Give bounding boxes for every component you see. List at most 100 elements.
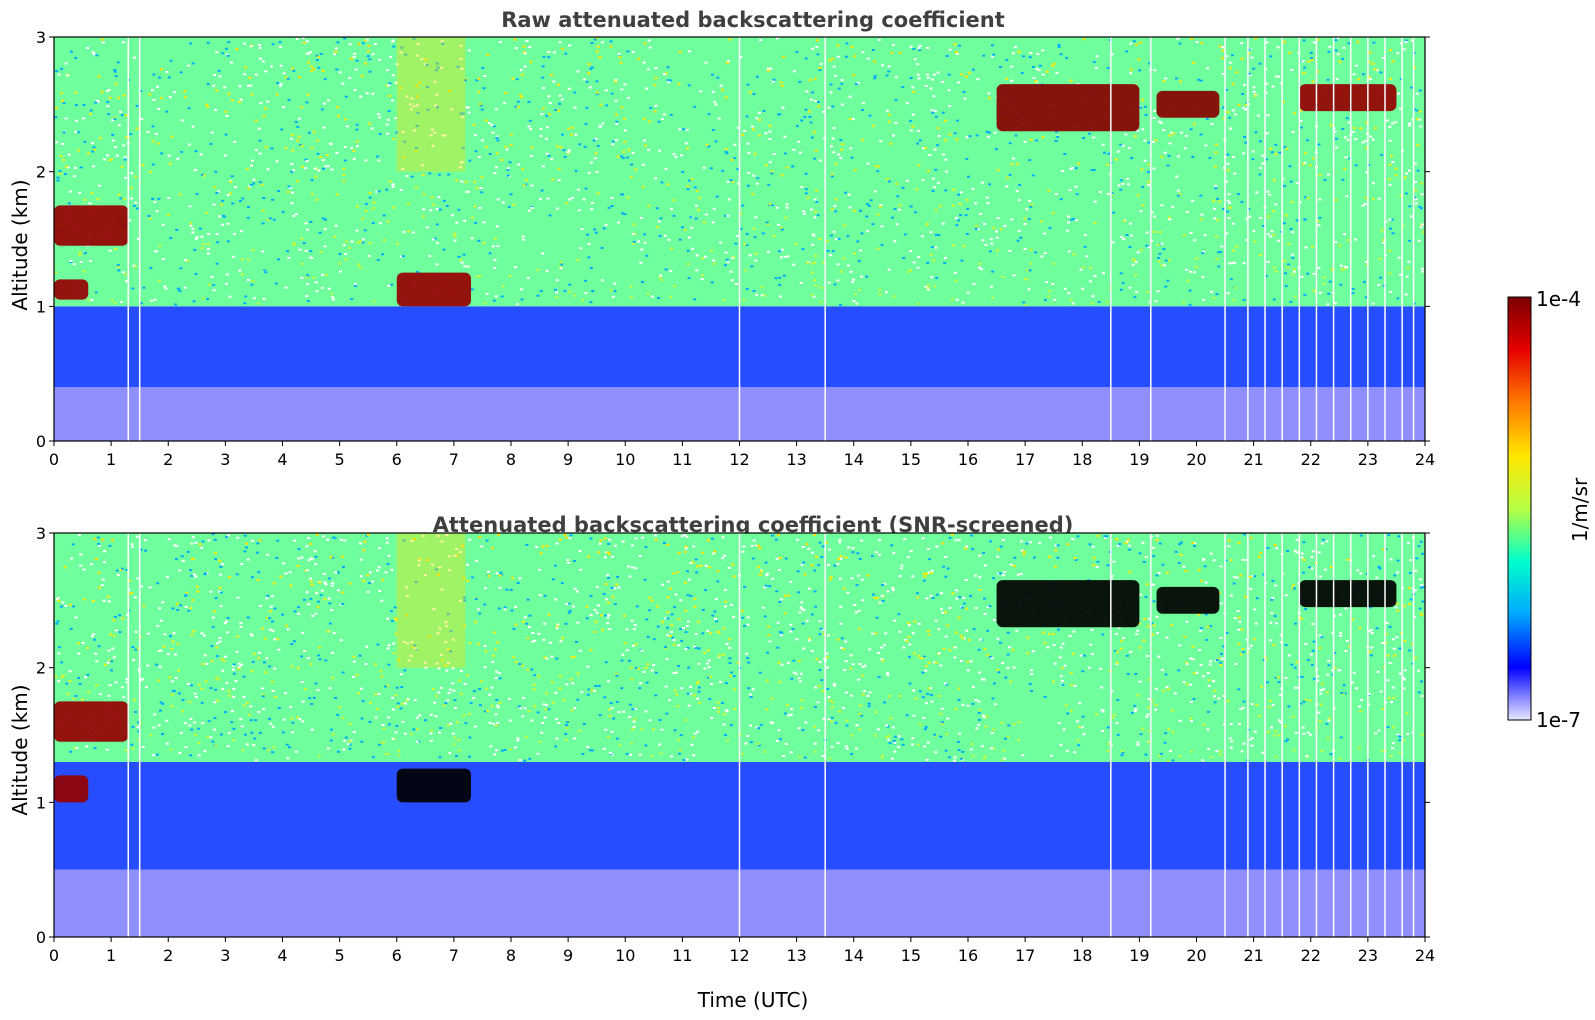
noise-speck [998, 65, 1002, 68]
noise-speck [874, 165, 878, 168]
noise-speck [811, 47, 814, 50]
noise-speck [62, 131, 66, 134]
noise-speck [156, 624, 160, 627]
noise-speck [1403, 605, 1407, 608]
noise-speck [829, 234, 833, 237]
noise-speck [1192, 698, 1196, 700]
noise-speck [758, 118, 762, 121]
noise-speck [867, 702, 871, 705]
noise-speck [197, 754, 201, 757]
noise-speck [451, 732, 455, 735]
noise-speck [526, 598, 530, 601]
noise-speck [929, 253, 933, 256]
noise-speck [409, 654, 413, 657]
noise-speck [1063, 664, 1067, 667]
noise-speck [811, 91, 815, 94]
noise-speck [628, 703, 632, 706]
noise-speck [532, 683, 536, 686]
noise-speck [1290, 68, 1294, 71]
noise-speck [113, 117, 117, 120]
noise-speck [1013, 46, 1017, 49]
noise-speck [610, 707, 614, 709]
noise-speck [554, 109, 558, 111]
noise-speck [512, 203, 516, 206]
noise-speck [457, 679, 461, 682]
noise-speck [576, 188, 580, 191]
noise-speck [798, 755, 802, 758]
noise-speck [1151, 633, 1155, 636]
noise-speck [1136, 129, 1140, 132]
noise-speck [350, 57, 353, 60]
noise-speck [405, 586, 409, 589]
noise-speck [68, 190, 72, 193]
noise-speck [1164, 285, 1168, 288]
noise-speck [1309, 653, 1313, 656]
noise-speck [1105, 300, 1109, 303]
noise-speck [1145, 583, 1149, 586]
noise-speck [951, 592, 955, 595]
noise-speck [131, 545, 135, 548]
noise-speck [1166, 571, 1169, 574]
noise-speck [898, 204, 902, 207]
noise-speck [839, 555, 843, 558]
noise-speck [708, 632, 712, 635]
noise-speck [1051, 64, 1055, 67]
noise-speck [392, 642, 396, 645]
noise-speck [189, 754, 193, 757]
noise-speck [991, 296, 995, 299]
noise-speck [1229, 278, 1233, 281]
noise-speck [593, 228, 597, 231]
noise-speck [792, 263, 796, 266]
noise-speck [1320, 635, 1324, 638]
noise-speck [917, 129, 921, 132]
noise-speck [470, 237, 474, 240]
noise-speck [923, 728, 927, 731]
noise-speck [1179, 80, 1182, 83]
noise-speck [693, 186, 697, 189]
noise-speck [779, 226, 783, 229]
noise-speck [710, 249, 714, 252]
noise-speck [1145, 231, 1149, 234]
noise-speck [803, 756, 807, 759]
noise-speck [1336, 53, 1340, 56]
noise-speck [1306, 197, 1310, 199]
noise-speck [1069, 671, 1073, 674]
noise-speck [466, 190, 470, 193]
noise-speck [1047, 295, 1050, 298]
noise-speck [1207, 679, 1211, 682]
noise-speck [813, 569, 817, 572]
x-tick-label: 5 [335, 450, 345, 469]
noise-speck [278, 45, 282, 48]
noise-speck [904, 639, 908, 642]
noise-speck [783, 612, 787, 615]
noise-speck [883, 644, 886, 647]
noise-speck [798, 151, 802, 154]
noise-speck [440, 540, 444, 543]
noise-speck [328, 687, 332, 690]
noise-speck [444, 621, 448, 624]
noise-speck [531, 632, 535, 635]
noise-speck [324, 218, 327, 221]
noise-speck [1316, 675, 1320, 678]
noise-speck [407, 230, 411, 233]
noise-speck [1222, 208, 1226, 210]
noise-speck [250, 164, 253, 167]
noise-speck [206, 248, 210, 251]
noise-speck [1336, 37, 1340, 39]
noise-speck [880, 646, 883, 649]
noise-speck [279, 83, 283, 86]
noise-speck [1226, 162, 1230, 165]
noise-speck [251, 660, 255, 663]
noise-speck [55, 622, 59, 625]
noise-speck [1164, 732, 1168, 735]
noise-speck [1150, 211, 1154, 214]
noise-speck [934, 661, 938, 664]
noise-speck [165, 110, 169, 113]
noise-speck [300, 262, 304, 265]
noise-speck [912, 48, 916, 50]
noise-speck [933, 109, 937, 112]
noise-speck [780, 84, 784, 87]
noise-speck [836, 44, 840, 47]
noise-speck [460, 67, 464, 70]
noise-speck [1391, 122, 1394, 125]
